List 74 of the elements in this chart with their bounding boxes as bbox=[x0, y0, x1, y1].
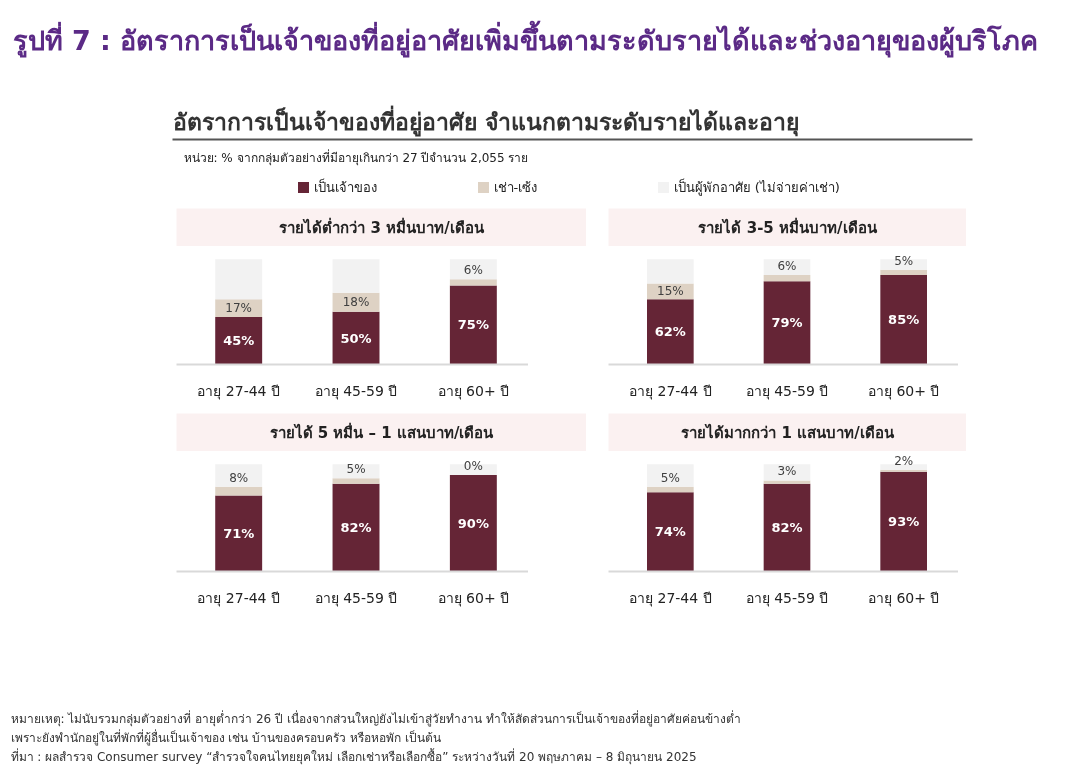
x-tick-label: อายุ 60+ ปี bbox=[437, 589, 510, 607]
data-label: 15% bbox=[657, 284, 684, 299]
bar bbox=[647, 464, 694, 487]
bar bbox=[763, 483, 811, 572]
bar bbox=[215, 259, 263, 300]
data-label: 45% bbox=[223, 333, 255, 349]
bar bbox=[215, 464, 263, 487]
chart-title: รายได้ 3-5 หมื่นบาท/เดือน bbox=[698, 216, 878, 237]
data-label: 90% bbox=[457, 515, 489, 531]
x-tick-label: อายุ 27-44 ปี bbox=[197, 589, 280, 607]
data-label: 93% bbox=[888, 514, 920, 530]
bar bbox=[647, 486, 694, 493]
legend-label: เป็นผู้พักอาศัย (ไม่จ่ายค่าเช่า) bbox=[673, 178, 840, 196]
data-label: 62% bbox=[654, 324, 686, 340]
text: รูปที่ 7 : อัตราการเป็นเจ้าของที่อยู่อาศัยเพิ่มขึ้นตามระดับรายได้และช่วงอายุของผู้บริโภค bbox=[12, 20, 1039, 58]
bar bbox=[332, 483, 380, 572]
data-label: 85% bbox=[888, 312, 920, 328]
x-tick-label: อายุ 60+ ปี bbox=[867, 382, 940, 400]
data-label: 82% bbox=[771, 520, 803, 536]
data-label: 71% bbox=[223, 525, 255, 541]
bar bbox=[215, 495, 263, 572]
bar bbox=[880, 471, 927, 572]
x-tick-label: อายุ 60+ ปี bbox=[437, 382, 510, 400]
data-label: 6% bbox=[777, 258, 797, 273]
bar bbox=[880, 269, 927, 275]
text: ที่มา : ผลสำรวจ Consumer survey “สำรวจใจคนไทยยุคใหม่ เลือกเช่าหรือเลือกซื้อ” ระหว่างวันที่ 20 พฤษภาคม – 8 มิถุนายน 2025 bbox=[10, 747, 697, 765]
data-label: 74% bbox=[654, 524, 686, 540]
chart-title: รายได้ 5 หมื่น – 1 แสนบาท/เดือน bbox=[269, 421, 495, 442]
bar bbox=[449, 475, 497, 572]
bar bbox=[763, 281, 811, 365]
data-label: 82% bbox=[340, 520, 372, 536]
data-label: 2% bbox=[894, 453, 914, 468]
data-label: 5% bbox=[660, 470, 680, 485]
bar bbox=[880, 469, 927, 472]
bar bbox=[647, 492, 694, 572]
bar bbox=[332, 478, 380, 484]
legend-label: เป็นเจ้าของ bbox=[313, 178, 377, 195]
bar bbox=[763, 480, 811, 484]
bar bbox=[332, 259, 380, 293]
x-tick-label: อายุ 45-59 ปี bbox=[314, 589, 398, 607]
x-tick-label: อายุ 45-59 ปี bbox=[745, 589, 829, 607]
data-label: 5% bbox=[894, 253, 914, 268]
data-label: 17% bbox=[225, 301, 253, 316]
bar bbox=[647, 259, 694, 284]
bar bbox=[449, 279, 497, 286]
bar bbox=[215, 317, 263, 365]
bar bbox=[647, 299, 694, 365]
x-tick-label: อายุ 27-44 ปี bbox=[629, 589, 712, 607]
data-label: 79% bbox=[771, 315, 803, 331]
data-label: 18% bbox=[342, 295, 370, 310]
data-label: 75% bbox=[457, 317, 489, 333]
bar bbox=[880, 274, 927, 365]
bar bbox=[880, 464, 927, 470]
chart-title: รายได้มากกว่า 1 แสนบาท/เดือน bbox=[681, 422, 895, 442]
bar bbox=[449, 285, 497, 365]
text: หมายเหตุ: ไม่นับรวมกลุ่มตัวอย่างที่ อายุต่ำกว่า 26 ปี เนื่องจากส่วนใหญ่ยังไม่เข้าสู่วัยทำงาน ทำให้สัดส่วนการเป็นเจ้าของที่อยู่อาศัยค่อนข้างต่ำ bbox=[10, 709, 741, 727]
x-tick-label: อายุ 45-59 ปี bbox=[314, 382, 398, 400]
data-label: 6% bbox=[463, 263, 483, 278]
data-label: 0% bbox=[463, 459, 483, 474]
text: เพราะยังพำนักอยู่ในที่พักที่ผู้อื่นเป็นเจ้าของ เช่น บ้านของครอบครัว หรือหอพัก เป็นต้น bbox=[10, 728, 441, 746]
x-tick-label: อายุ 45-59 ปี bbox=[745, 382, 829, 400]
text: หน่วย: % จากกลุ่มตัวอย่างที่มีอายุเกินกว่า 27 ปีจำนวน 2,055 ราย bbox=[183, 148, 529, 166]
legend-label: เช่า-เซ้ง bbox=[493, 180, 538, 195]
data-label: 5% bbox=[346, 462, 366, 477]
bar bbox=[215, 486, 263, 496]
text: อัตราการเป็นเจ้าของที่อยู่อาศัย จำแนกตามระดับรายได้และอายุ bbox=[172, 104, 799, 137]
data-label: 50% bbox=[340, 330, 372, 346]
chart-title: รายได้ต่ำกว่า 3 หมื่นบาท/เดือน bbox=[279, 216, 485, 237]
x-tick-label: อายุ 27-44 ปี bbox=[197, 382, 280, 400]
x-tick-label: อายุ 27-44 ปี bbox=[629, 382, 712, 400]
x-tick-label: อายุ 60+ ปี bbox=[867, 589, 940, 607]
data-label: 8% bbox=[229, 470, 249, 485]
data-label: 3% bbox=[777, 464, 797, 479]
bar bbox=[763, 274, 811, 282]
